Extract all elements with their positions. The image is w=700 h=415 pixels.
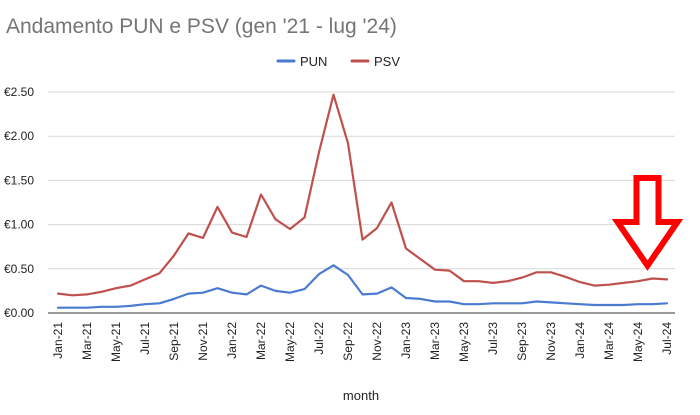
y-tick-label: €1.00 [4, 218, 34, 232]
x-tick-label: Jul-24 [660, 322, 674, 355]
x-tick-label: Sep-22 [341, 322, 355, 361]
x-tick-label: Mar-21 [80, 322, 94, 360]
grid [48, 91, 675, 314]
red-arrow-annotation [611, 175, 684, 271]
x-tick-label: Jan-23 [399, 322, 413, 359]
x-tick-label: Sep-23 [515, 322, 529, 361]
x-tick-label: Sep-21 [167, 322, 181, 361]
x-tick-label: Nov-21 [196, 322, 210, 361]
y-tick-label: €1.50 [4, 173, 34, 187]
legend-label-psv: PSV [374, 54, 400, 69]
y-tick-label: €0.00 [4, 306, 34, 320]
x-tick-label: Jul-21 [138, 322, 152, 355]
y-axis-ticks: €0.00 €0.50 €1.00 €1.50 €2.00 €2.50 [4, 85, 34, 320]
legend-label-pun: PUN [300, 54, 327, 69]
series-line-pun [56, 264, 669, 309]
x-tick-label: Jul-23 [486, 322, 500, 355]
series-lines [56, 93, 669, 309]
chart-title: Andamento PUN e PSV (gen '21 - lug '24) [6, 15, 397, 38]
x-tick-label: May-23 [457, 322, 471, 362]
x-tick-label: Jan-21 [51, 322, 65, 359]
x-tick-label: May-24 [631, 322, 645, 362]
x-tick-label: Jan-22 [225, 322, 239, 359]
y-tick-label: €2.00 [4, 129, 34, 143]
x-tick-label: Nov-22 [370, 322, 384, 361]
legend: PUN PSV [276, 54, 400, 69]
x-tick-label: Jul-22 [312, 322, 326, 355]
x-tick-label: Mar-24 [602, 322, 616, 360]
x-axis-label: month [343, 388, 379, 403]
x-tick-label: Mar-23 [428, 322, 442, 360]
x-tick-label: Jan-24 [573, 322, 587, 359]
x-tick-label: May-22 [283, 322, 297, 362]
x-axis-ticks: Jan-21 Mar-21 May-21 Jul-21 Sep-21 Nov-21 Jan-… [51, 322, 674, 362]
series-line-psv [56, 93, 669, 297]
y-tick-label: €2.50 [4, 85, 34, 99]
x-tick-label: May-21 [109, 322, 123, 362]
x-tick-label: Nov-23 [544, 322, 558, 361]
y-tick-label: €0.50 [4, 262, 34, 276]
x-tick-label: Mar-22 [254, 322, 268, 360]
